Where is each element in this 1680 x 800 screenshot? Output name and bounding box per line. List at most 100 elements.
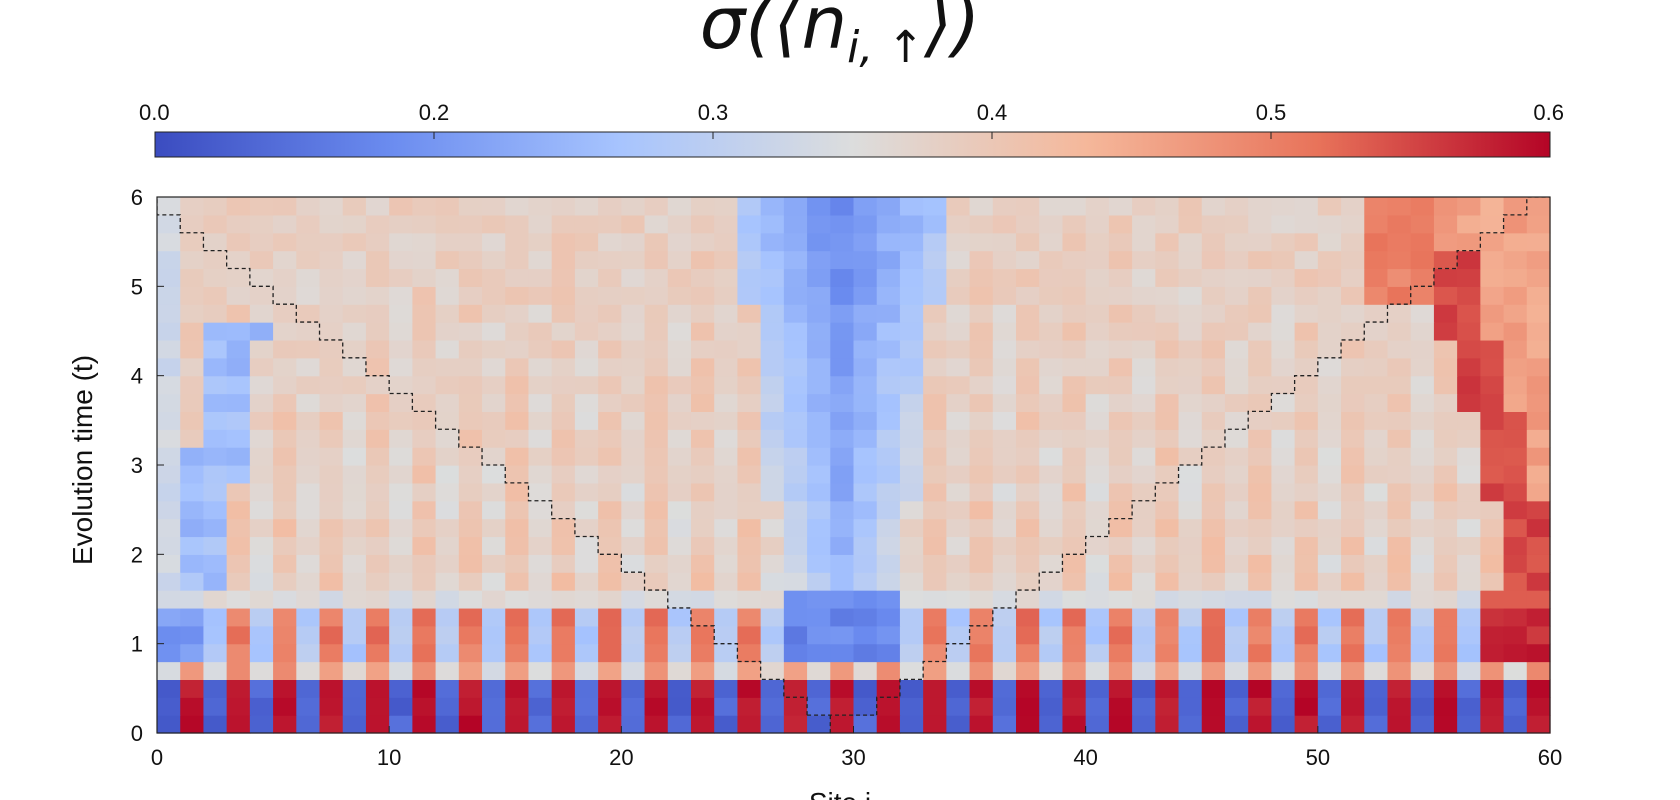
heatmap-cell [969,643,994,663]
heatmap-cell [807,268,831,287]
heatmap-cell [1457,572,1481,591]
heatmap-cell [1317,500,1342,520]
heatmap-cell [1201,447,1226,466]
heatmap-cell [1248,536,1272,555]
heatmap-cell [342,572,367,591]
heatmap-cell [203,500,228,520]
heatmap-cell [1526,715,1551,734]
heatmap-cell [273,697,297,716]
heatmap-cell [1178,536,1203,555]
heatmap-cell [1155,393,1180,412]
heatmap-cell [714,322,739,341]
heatmap-cell [783,661,808,680]
heatmap-cell [923,357,947,377]
heatmap-cell [783,500,808,520]
heatmap-cell [365,250,390,270]
heatmap-cell [1201,661,1226,680]
heatmap-cell [853,447,878,466]
heatmap-cell [157,375,181,395]
heatmap-cell [1108,232,1133,252]
heatmap-cell [249,554,274,573]
heatmap-cell [853,250,878,270]
heatmap-cell [1248,500,1272,520]
heatmap-cell [1062,482,1087,502]
heatmap-cell [1457,518,1481,538]
heatmap-cell [435,393,460,412]
heatmap-cell [505,429,530,448]
heatmap-cell [1433,393,1458,412]
heatmap-cell [1201,679,1226,698]
heatmap-cell [1062,429,1087,448]
heatmap-cell [528,339,553,359]
heatmap-cell [876,322,901,341]
heatmap-cell [551,625,576,645]
title-sigma: σ [700,0,748,65]
heatmap-cell [412,661,437,680]
heatmap-cell [1433,715,1458,734]
heatmap-cell [992,661,1017,680]
heatmap-cell [714,339,739,359]
heatmap-cell [1433,250,1458,270]
heatmap-cell [1248,482,1272,502]
heatmap-cell [1201,697,1226,716]
heatmap-cell [180,697,205,716]
heatmap-cell [180,357,205,377]
heatmap-cell [1155,304,1180,323]
heatmap-cell [644,214,669,234]
heatmap-cell [273,322,297,341]
heatmap-cell [923,250,947,270]
heatmap-cell [435,465,460,484]
heatmap-cell [783,339,808,359]
heatmap-cell [853,572,878,591]
heatmap-cell [1294,232,1319,252]
heatmap-cell [946,572,971,591]
heatmap-cell [1433,554,1458,573]
heatmap-cell [690,697,715,716]
heatmap-cell [551,304,576,323]
heatmap-cell [1387,518,1412,538]
heatmap-cell [1387,536,1412,555]
heatmap-cell [923,286,947,305]
heatmap-cell [203,357,228,377]
heatmap-cell [1317,447,1342,466]
heatmap-cell [1526,482,1551,502]
heatmap-cell [1387,679,1412,698]
heatmap-cell [899,429,924,448]
heatmap-cell [180,304,205,323]
heatmap-cell [1433,429,1458,448]
x-tick-label: 20 [609,745,633,770]
heatmap-cell [1155,465,1180,484]
heatmap-cell [1387,322,1412,341]
heatmap-cell [737,465,762,484]
heatmap-cell [830,500,855,520]
heatmap-cell [969,465,994,484]
heatmap-cell [923,447,947,466]
heatmap-cell [505,607,530,627]
heatmap-cell [1271,482,1296,502]
heatmap-cell [923,715,947,734]
heatmap-cell [342,429,367,448]
heatmap-cell [1155,590,1180,609]
heatmap-cell [528,482,553,502]
heatmap-cell [435,447,460,466]
heatmap-cell [1085,518,1110,538]
heatmap-cell [1410,322,1435,341]
heatmap-cell [853,715,878,734]
heatmap-cell [714,197,739,216]
heatmap-cell [1039,339,1064,359]
heatmap-cell [992,465,1017,484]
heatmap-cell [1294,250,1319,270]
heatmap-cell [923,697,947,716]
heatmap-cell [1248,572,1272,591]
heatmap-cell [574,375,599,395]
heatmap-cell [783,590,808,609]
heatmap-cell [1433,661,1458,680]
heatmap-cell [1317,661,1342,680]
heatmap-cell [714,661,739,680]
heatmap-cell [1410,268,1435,287]
heatmap-cell [598,357,622,377]
heatmap-cell [342,393,367,412]
heatmap-cell [644,554,669,573]
heatmap-cell [1132,268,1156,287]
heatmap-cell [946,679,971,698]
